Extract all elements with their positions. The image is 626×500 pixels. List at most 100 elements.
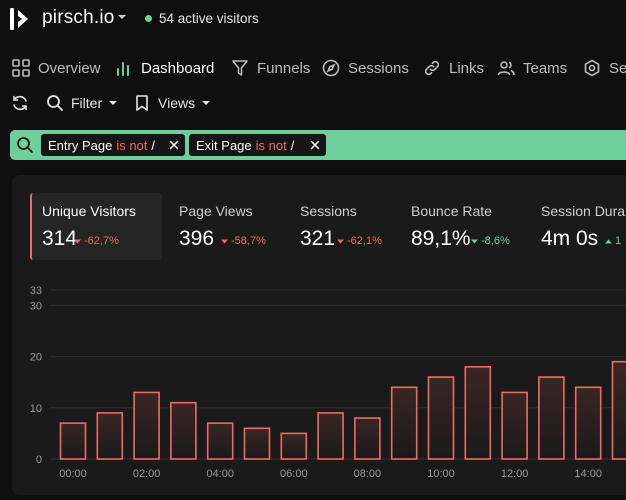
arrow-down-icon <box>337 239 344 243</box>
filter-operator: is not <box>116 137 148 153</box>
nav-teams[interactable]: Teams <box>497 52 567 84</box>
nav-settings[interactable]: Se <box>583 52 626 84</box>
nav-overview-label: Overview <box>38 59 101 77</box>
x-tick-label: 14:00 <box>574 468 602 480</box>
toolbar: Filter Views <box>0 92 626 116</box>
users-icon <box>497 61 515 76</box>
refresh-icon <box>13 95 27 111</box>
main-nav: Overview Dashboard Funnels Sessions Link… <box>0 52 626 86</box>
nav-links-label: Links <box>449 59 485 77</box>
stat-label: Unique Visitors <box>42 203 136 219</box>
bar-chart-icon <box>117 62 129 76</box>
active-filters-bar: Entry Page is not / Exit Page is not / <box>10 130 626 160</box>
stat-unique-visitors[interactable]: Unique Visitors 314 -62,7% <box>30 193 162 260</box>
y-tick-label: 33 <box>30 285 42 297</box>
chart-bar[interactable] <box>280 432 308 460</box>
y-tick-label: 0 <box>36 454 42 466</box>
chart-bar[interactable] <box>427 376 455 460</box>
nav-settings-label: Se <box>609 59 626 77</box>
filter-button[interactable]: Filter <box>46 92 118 114</box>
nav-dashboard-label: Dashboard <box>141 59 215 77</box>
chart-bar[interactable] <box>501 391 528 460</box>
live-indicator-icon <box>145 15 152 22</box>
stat-label: Bounce Rate <box>411 203 492 219</box>
close-icon[interactable] <box>167 138 181 152</box>
x-tick-label: 06:00 <box>280 468 308 480</box>
stat-value: 396 <box>179 227 215 250</box>
stat-label: Sessions <box>300 203 357 219</box>
pirsch-logo-icon[interactable] <box>10 8 30 30</box>
chart-bar[interactable] <box>59 422 87 460</box>
filter-label: Filter <box>71 95 103 111</box>
site-selector[interactable]: pirsch.io <box>42 7 115 28</box>
stat-delta: -58,7% <box>221 235 266 247</box>
filter-chip-entry-page[interactable]: Entry Page is not / <box>41 134 185 156</box>
search-icon <box>47 95 63 111</box>
x-tick-label: 12:00 <box>501 468 529 480</box>
filter-field: Exit Page <box>196 137 252 153</box>
stat-value: 89,1% <box>411 227 471 250</box>
chevron-down-icon <box>109 101 118 105</box>
stat-delta: 1 <box>605 235 621 247</box>
chart-bar[interactable] <box>354 417 381 460</box>
chevron-down-icon <box>202 101 211 105</box>
chart-bar[interactable] <box>538 376 565 460</box>
nav-sessions[interactable]: Sessions <box>322 52 409 84</box>
y-tick-label: 20 <box>30 352 42 364</box>
top-bar: pirsch.io 54 active visitors <box>0 0 626 40</box>
stat-session-duration[interactable]: Session Dura 4m 0s 1 <box>531 193 626 260</box>
chart-bar[interactable] <box>464 366 492 460</box>
nav-links[interactable]: Links <box>423 52 484 84</box>
chart-bar[interactable] <box>133 391 160 460</box>
bookmark-icon <box>136 95 148 111</box>
arrow-down-icon <box>74 239 81 243</box>
chevron-down-icon[interactable] <box>117 12 127 22</box>
link-icon <box>424 60 440 76</box>
filter-chip-exit-page[interactable]: Exit Page is not / <box>189 134 326 156</box>
funnel-icon <box>232 60 248 76</box>
grid-icon <box>12 59 30 77</box>
stat-value: 4m 0s <box>541 227 599 250</box>
search-icon[interactable] <box>16 136 34 154</box>
stat-label: Session Dura <box>541 203 626 219</box>
chart-bar[interactable] <box>574 386 602 460</box>
nav-teams-label: Teams <box>523 59 568 77</box>
nav-overview[interactable]: Overview <box>12 52 101 84</box>
arrow-down-icon <box>221 239 228 243</box>
compass-icon <box>322 59 340 77</box>
visitors-bar-chart[interactable]: 0 10 20 30 33 00:00 02:00 04:00 06:00 08:00 10:00 1… <box>12 280 626 495</box>
chart-bar[interactable] <box>317 412 344 460</box>
chart-bar[interactable] <box>611 360 626 460</box>
chart-bar[interactable] <box>170 401 197 460</box>
chart-bar[interactable] <box>96 412 124 460</box>
nav-funnels[interactable]: Funnels <box>231 52 310 84</box>
x-tick-label: 04:00 <box>206 468 234 480</box>
refresh-button[interactable] <box>11 92 29 114</box>
stat-delta: -62,7% <box>74 235 119 247</box>
y-tick-label: 10 <box>30 403 42 415</box>
gear-icon <box>584 59 600 77</box>
views-button[interactable]: Views <box>133 92 211 114</box>
nav-funnels-label: Funnels <box>257 59 311 77</box>
chart-bar[interactable] <box>390 386 418 460</box>
filter-operator: is not <box>255 137 287 153</box>
stat-sessions[interactable]: Sessions 321 -62,1% <box>290 193 394 260</box>
x-tick-label: 10:00 <box>427 468 455 480</box>
stat-page-views[interactable]: Page Views 396 -58,7% <box>169 193 281 260</box>
close-icon[interactable] <box>308 138 322 152</box>
stat-label: Page Views <box>179 203 253 219</box>
stat-delta: -62,1% <box>337 235 382 247</box>
nav-dashboard[interactable]: Dashboard <box>115 52 214 84</box>
y-tick-label: 30 <box>30 300 42 312</box>
views-label: Views <box>158 95 196 111</box>
x-tick-label: 08:00 <box>354 468 382 480</box>
stat-bounce-rate[interactable]: Bounce Rate 89,1% -8,6% <box>401 193 523 260</box>
x-tick-label: 00:00 <box>59 468 87 480</box>
arrow-down-icon <box>471 239 478 243</box>
filter-value: / <box>151 137 156 153</box>
filter-value: / <box>290 137 295 153</box>
arrow-up-icon <box>605 239 612 243</box>
chart-bar[interactable] <box>206 422 234 460</box>
active-visitors-count[interactable]: 54 active visitors <box>159 11 259 26</box>
chart-bar[interactable] <box>243 427 271 460</box>
